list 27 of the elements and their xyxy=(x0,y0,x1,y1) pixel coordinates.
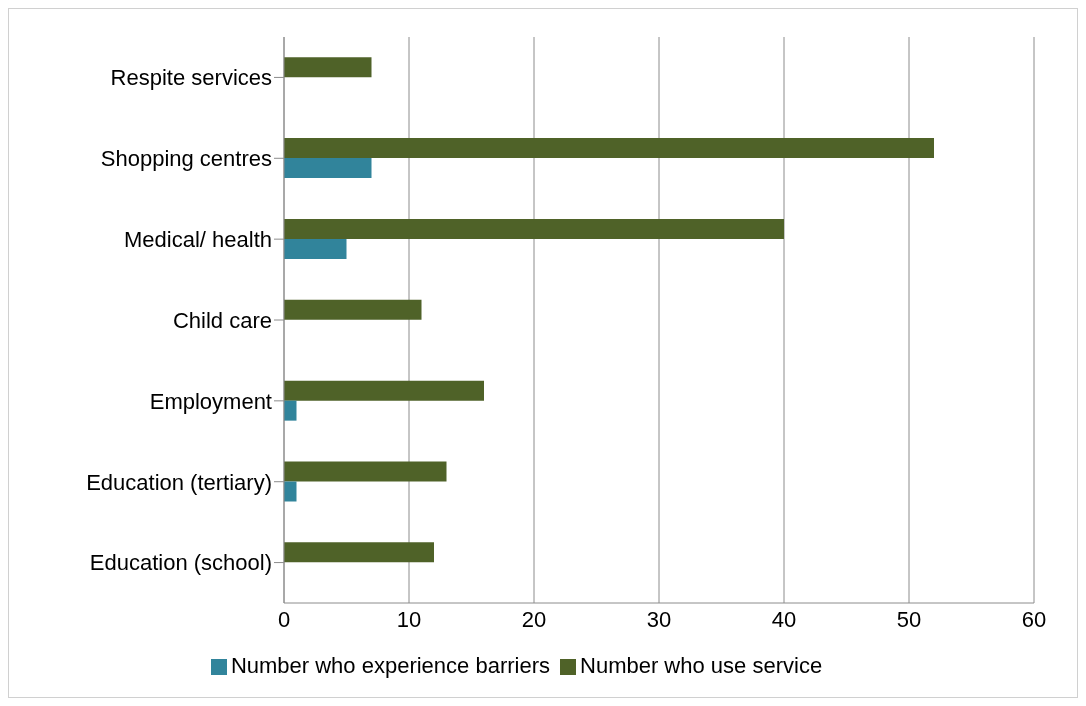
legend-label: Number who experience barriers xyxy=(230,653,551,678)
y-tick-label: Education (tertiary) xyxy=(86,469,272,495)
y-tick-label: Employment xyxy=(149,388,272,414)
bar xyxy=(284,158,372,179)
bar xyxy=(284,57,372,78)
y-tick-label: Medical/ health xyxy=(124,226,272,252)
x-tick-label: 0 xyxy=(277,606,291,632)
bar xyxy=(284,238,347,259)
bar xyxy=(284,461,447,482)
bar xyxy=(284,400,297,421)
bar xyxy=(284,299,422,320)
bar xyxy=(284,542,434,563)
bar xyxy=(284,218,784,239)
x-tick-label: 30 xyxy=(646,606,672,632)
x-tick-label: 60 xyxy=(1021,606,1047,632)
y-tick-label: Respite services xyxy=(110,65,272,91)
x-tick-label: 10 xyxy=(396,606,422,632)
bar xyxy=(284,138,934,159)
y-tick-label: Shopping centres xyxy=(100,146,272,172)
bar xyxy=(284,481,297,502)
x-tick-label: 20 xyxy=(521,606,547,632)
legend-label: Number who use service xyxy=(580,653,823,678)
x-tick-label: 40 xyxy=(771,606,797,632)
y-tick-label: Child care xyxy=(172,307,272,333)
y-tick-label: Education (school) xyxy=(89,550,272,576)
x-tick-label: 50 xyxy=(896,606,922,632)
bar xyxy=(284,380,484,401)
